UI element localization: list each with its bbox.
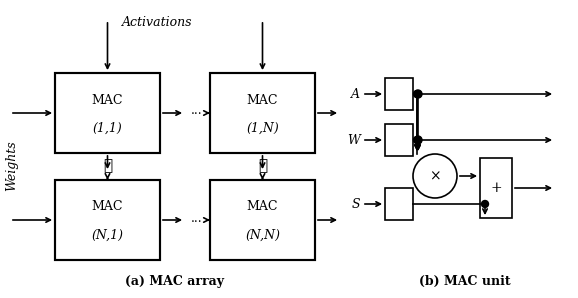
Circle shape	[414, 90, 422, 98]
Bar	[210, 73, 315, 153]
Bar	[55, 180, 160, 260]
Text: MAC: MAC	[247, 201, 278, 213]
Text: MAC: MAC	[247, 94, 278, 106]
Text: ⋮: ⋮	[103, 159, 112, 173]
Text: (1,1): (1,1)	[92, 122, 123, 134]
Bar	[385, 78, 413, 110]
Text: +: +	[490, 181, 502, 195]
Bar	[480, 158, 512, 218]
Text: (1,N): (1,N)	[246, 122, 279, 134]
Bar	[210, 180, 315, 260]
Text: (N,N): (N,N)	[245, 229, 280, 241]
Bar	[55, 73, 160, 153]
Text: (N,1): (N,1)	[91, 229, 124, 241]
Circle shape	[413, 91, 421, 97]
Text: ...: ...	[191, 212, 203, 224]
Text: ×: ×	[429, 169, 441, 183]
Text: Weights: Weights	[6, 141, 18, 191]
Text: MAC: MAC	[92, 94, 123, 106]
Text: (b) MAC unit: (b) MAC unit	[419, 275, 511, 288]
Text: A: A	[351, 88, 360, 100]
Circle shape	[413, 154, 457, 198]
Circle shape	[481, 201, 488, 207]
Text: W: W	[347, 134, 360, 147]
Text: ...: ...	[191, 105, 203, 117]
Text: ⋮: ⋮	[258, 159, 267, 173]
Circle shape	[413, 136, 421, 144]
Text: S: S	[351, 198, 360, 210]
Bar	[385, 124, 413, 156]
Circle shape	[414, 136, 422, 144]
Text: (a) MAC array: (a) MAC array	[125, 275, 224, 288]
Text: Activations: Activations	[123, 16, 192, 29]
Text: MAC: MAC	[92, 201, 123, 213]
Bar	[385, 188, 413, 220]
